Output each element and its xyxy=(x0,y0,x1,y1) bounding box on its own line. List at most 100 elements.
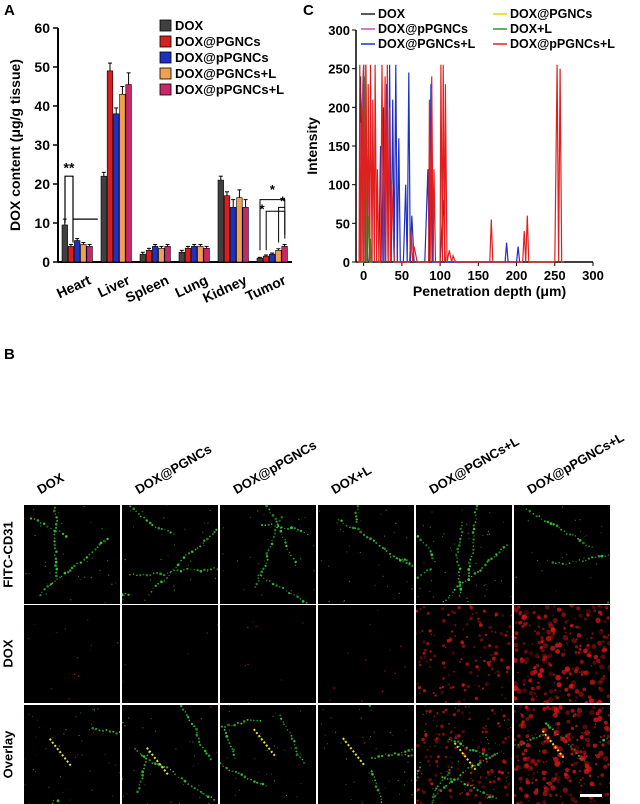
red-signal xyxy=(561,669,567,675)
green-signal xyxy=(225,766,228,770)
red-signal xyxy=(514,642,518,648)
red-signal xyxy=(416,799,419,802)
green-signal xyxy=(485,753,488,757)
green-speck xyxy=(467,600,469,603)
red-signal xyxy=(91,789,93,791)
bar xyxy=(61,224,68,263)
red-signal xyxy=(522,683,526,686)
green-speck xyxy=(83,506,85,508)
red-signal xyxy=(444,755,447,758)
red-signal xyxy=(600,773,605,777)
green-speck xyxy=(488,533,490,535)
green-signal xyxy=(223,728,226,731)
green-speck xyxy=(290,589,292,592)
red-signal xyxy=(422,790,426,795)
y-tick-label: 300 xyxy=(328,23,350,38)
green-signal xyxy=(225,735,229,738)
green-signal xyxy=(470,555,473,558)
red-signal xyxy=(507,782,511,786)
green-signal xyxy=(139,780,142,783)
red-signal xyxy=(548,671,554,677)
red-signal xyxy=(447,765,450,768)
red-signal xyxy=(531,686,536,691)
green-speck xyxy=(467,532,469,534)
red-signal xyxy=(485,795,488,799)
red-signal xyxy=(417,686,421,690)
red-signal xyxy=(434,773,438,777)
green-signal xyxy=(222,765,224,768)
red-signal xyxy=(600,629,603,631)
green-speck xyxy=(119,772,120,774)
green-signal xyxy=(493,753,496,756)
red-signal xyxy=(593,800,596,803)
red-signal xyxy=(548,697,554,703)
red-signal xyxy=(499,658,504,662)
green-signal xyxy=(196,547,199,549)
green-signal xyxy=(159,572,162,576)
green-signal xyxy=(172,568,174,570)
red-signal xyxy=(533,692,536,695)
green-signal xyxy=(532,736,535,740)
green-signal xyxy=(253,780,256,783)
green-signal xyxy=(585,559,587,562)
green-signal xyxy=(354,511,357,514)
green-signal xyxy=(129,573,131,576)
red-signal xyxy=(457,734,461,738)
green-signal xyxy=(357,527,360,531)
green-signal xyxy=(210,568,212,571)
green-speck xyxy=(144,599,146,601)
green-signal xyxy=(371,773,374,776)
green-signal xyxy=(195,731,198,734)
green-signal xyxy=(549,522,553,525)
red-signal xyxy=(521,720,525,724)
green-signal xyxy=(283,723,285,725)
red-signal xyxy=(564,756,568,760)
micrograph-tile xyxy=(122,605,218,703)
bar xyxy=(242,207,249,263)
green-speck xyxy=(24,517,25,519)
red-signal xyxy=(586,742,591,748)
red-signal xyxy=(247,626,249,629)
green-signal xyxy=(416,535,420,538)
green-signal xyxy=(472,524,476,527)
green-signal xyxy=(349,526,351,529)
red-signal xyxy=(583,753,586,756)
green-signal xyxy=(68,569,72,572)
green-signal xyxy=(139,753,142,755)
bracket-heart xyxy=(64,175,74,243)
micrograph-tile xyxy=(416,605,512,703)
green-speck xyxy=(340,742,342,744)
red-signal xyxy=(411,793,414,796)
red-signal xyxy=(564,620,568,624)
green-speck xyxy=(69,799,71,801)
red-signal xyxy=(608,782,610,785)
red-signal xyxy=(542,800,547,804)
green-signal xyxy=(465,770,467,772)
red-signal xyxy=(514,607,519,613)
green-speck xyxy=(173,544,176,546)
red-signal xyxy=(536,695,538,697)
green-speck xyxy=(300,782,302,785)
red-signal xyxy=(365,659,367,661)
red-signal xyxy=(583,617,588,621)
green-signal xyxy=(397,753,400,756)
red-signal xyxy=(553,681,556,684)
green-signal xyxy=(144,760,147,763)
red-signal xyxy=(206,632,208,634)
red-signal xyxy=(540,740,546,746)
green-speck xyxy=(46,583,48,585)
green-speck xyxy=(209,509,211,512)
green-speck xyxy=(461,792,463,794)
green-signal xyxy=(285,725,287,728)
red-signal xyxy=(549,707,552,711)
green-signal xyxy=(135,510,137,512)
green-speck xyxy=(457,760,460,762)
green-speck xyxy=(343,600,345,602)
red-signal xyxy=(426,642,430,646)
legend-label: DOX@PGNCs xyxy=(510,7,592,21)
green-speck xyxy=(318,510,321,512)
red-signal xyxy=(465,662,469,666)
red-signal xyxy=(551,627,555,631)
green-signal xyxy=(475,749,478,753)
green-signal xyxy=(356,505,360,508)
